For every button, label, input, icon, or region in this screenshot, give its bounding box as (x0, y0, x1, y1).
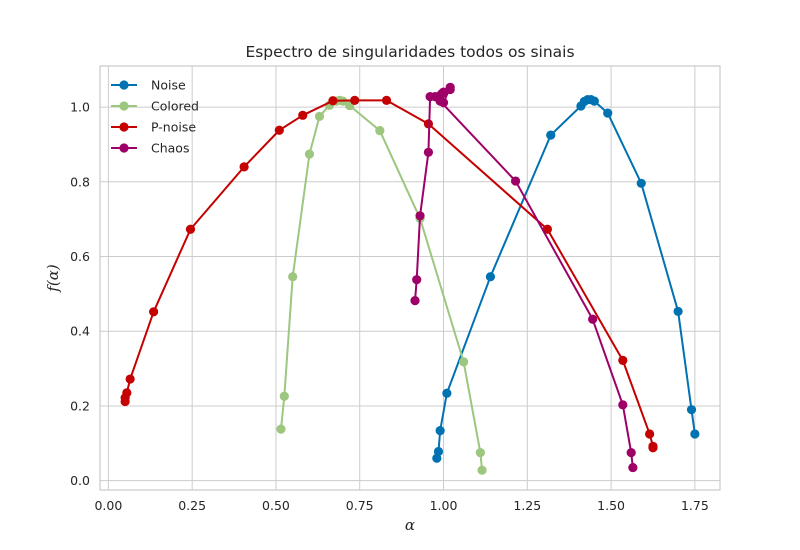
x-axis-ticks: 0.00 0.25 0.50 0.75 1.00 1.25 1.50 1.75 (94, 498, 708, 513)
data-point-noise (686, 405, 697, 415)
y-tick-label: 0.0 (70, 473, 90, 488)
data-point-chaos (410, 296, 420, 306)
data-point-noise (433, 446, 444, 457)
x-axis-label: α (405, 516, 415, 534)
y-axis-ticks: 0.0 0.2 0.4 0.6 0.8 1.0 (70, 100, 90, 489)
data-point-chaos (415, 211, 425, 221)
x-tick-label: 0.00 (94, 498, 122, 513)
x-tick-label: 1.00 (430, 498, 458, 513)
data-point-chaos (588, 314, 598, 324)
data-point-p-noise (381, 95, 392, 105)
data-point-noise (435, 426, 445, 436)
x-tick-label: 0.50 (262, 498, 290, 513)
legend: Noise Colored P-noise Chaos (111, 78, 199, 156)
y-tick-label: 0.2 (70, 398, 90, 413)
legend-label: Noise (151, 78, 186, 93)
x-tick-label: 1.25 (513, 498, 541, 513)
legend-swatch-marker (119, 80, 129, 90)
data-point-p-noise (618, 355, 628, 365)
data-point-noise (442, 388, 452, 398)
data-point-noise (546, 130, 556, 140)
plot-area (100, 66, 720, 490)
legend-label: P-noise (151, 120, 196, 135)
data-point-colored (288, 272, 298, 282)
data-point-chaos (628, 462, 638, 473)
data-point-chaos (423, 147, 434, 157)
data-point-colored (314, 111, 325, 122)
data-point-noise (690, 429, 700, 439)
series-group (120, 82, 700, 475)
data-point-p-noise (645, 429, 655, 439)
data-point-p-noise (239, 162, 249, 172)
data-point-noise (485, 272, 496, 282)
chart-title: Espectro de singularidades todos os sina… (245, 43, 574, 61)
legend-item-colored: Colored (111, 99, 199, 114)
series-noise (432, 95, 700, 463)
data-point-noise (673, 306, 683, 317)
legend-item-p-noise: P-noise (111, 120, 196, 135)
legend-swatch-marker (119, 122, 129, 132)
data-point-chaos (435, 96, 445, 106)
series-chaos (410, 82, 638, 473)
data-point-p-noise (185, 224, 196, 234)
legend-item-noise: Noise (111, 78, 186, 93)
y-tick-label: 0.6 (70, 249, 90, 264)
data-point-noise (589, 96, 599, 106)
data-point-colored (477, 465, 487, 475)
y-tick-label: 1.0 (70, 100, 90, 115)
data-point-chaos (618, 400, 628, 410)
data-point-p-noise (122, 388, 132, 398)
data-point-p-noise (149, 307, 159, 317)
x-tick-label: 0.25 (178, 498, 206, 513)
data-point-p-noise (328, 96, 338, 106)
data-point-chaos (412, 275, 422, 285)
data-point-noise (636, 178, 646, 188)
data-point-p-noise (125, 374, 135, 384)
data-point-noise (603, 108, 613, 118)
plot-frame (99, 65, 721, 491)
legend-item-chaos: Chaos (111, 141, 189, 156)
data-point-chaos (445, 82, 455, 92)
data-point-colored (276, 424, 286, 434)
data-point-p-noise (298, 110, 308, 120)
data-point-colored (475, 448, 485, 458)
x-tick-label: 1.75 (681, 498, 709, 513)
x-tick-label: 1.50 (597, 498, 625, 513)
y-tick-label: 0.4 (70, 324, 90, 339)
data-point-p-noise (542, 224, 553, 234)
data-point-p-noise (274, 125, 284, 135)
x-tick-label: 0.75 (346, 498, 374, 513)
data-point-chaos (626, 448, 636, 458)
data-point-p-noise (350, 95, 360, 105)
legend-swatch-marker (119, 101, 129, 111)
legend-label: Colored (151, 99, 199, 114)
y-axis-label: f(α) (44, 264, 62, 293)
data-point-colored (375, 126, 385, 136)
data-point-colored (304, 149, 315, 159)
data-point-colored (459, 357, 469, 367)
legend-label: Chaos (151, 141, 189, 156)
data-point-colored (279, 391, 289, 401)
y-tick-label: 0.8 (70, 174, 90, 189)
data-point-chaos (510, 176, 521, 186)
legend-swatch-marker (119, 143, 129, 153)
data-point-p-noise (648, 443, 658, 453)
